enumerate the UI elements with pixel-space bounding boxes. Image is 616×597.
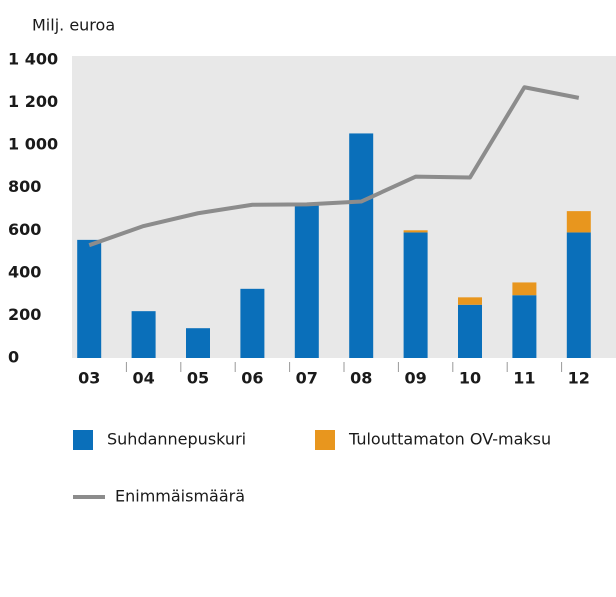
y-tick-label: 1 000 (8, 135, 58, 154)
legend-swatch (73, 430, 93, 450)
y-tick-label: 200 (8, 305, 41, 324)
y-tick-label: 0 (8, 348, 19, 367)
y-axis-label: Milj. euroa (32, 16, 115, 35)
x-tick-label: 07 (296, 369, 318, 388)
legend-label: Tulouttamaton OV-maksu (348, 430, 551, 449)
x-tick-label: 04 (132, 369, 154, 388)
bar (294, 202, 319, 358)
x-tick-label: 05 (187, 369, 209, 388)
x-tick-label: 06 (241, 369, 263, 388)
x-tick-label: 12 (568, 369, 590, 388)
bar (458, 297, 482, 305)
x-tick-label: 10 (459, 369, 481, 388)
y-tick-label: 600 (8, 220, 41, 239)
bar (349, 133, 374, 358)
bar (566, 211, 591, 233)
bar (240, 288, 265, 358)
bar (566, 232, 591, 358)
y-tick-label: 800 (8, 177, 41, 196)
x-tick-label: 08 (350, 369, 372, 388)
x-tick-label: 09 (404, 369, 426, 388)
legend-swatch (315, 430, 335, 450)
x-tick-label: 11 (513, 369, 535, 388)
line (88, 85, 580, 248)
bar (512, 282, 537, 296)
legend-label: Enimmäismäärä (115, 487, 245, 506)
bar (77, 239, 102, 358)
bar (131, 311, 156, 358)
bar (186, 328, 210, 358)
bar (458, 304, 482, 358)
legend-label: Suhdannepuskuri (107, 430, 246, 449)
bar (403, 230, 428, 233)
y-tick-label: 1 400 (8, 50, 58, 69)
bar (512, 295, 537, 358)
y-tick-label: 1 200 (8, 92, 58, 111)
y-tick-label: 400 (8, 262, 41, 281)
x-tick-label: 03 (78, 369, 100, 388)
bar (403, 232, 428, 358)
